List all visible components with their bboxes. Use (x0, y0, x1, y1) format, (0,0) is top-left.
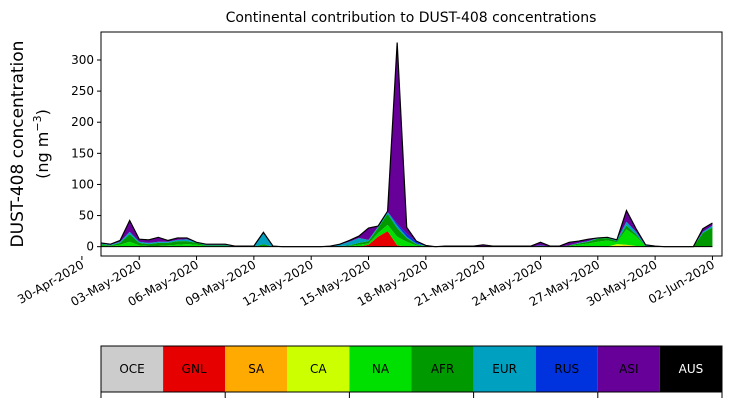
area-afr (101, 213, 713, 247)
y-tick-label: 200 (71, 115, 94, 129)
legend-label-sa: SA (248, 362, 265, 376)
plot-frame (100, 31, 723, 257)
y-tick-label: 100 (71, 177, 94, 191)
legend-swatch-sa (225, 346, 288, 392)
legend-swatch-asi (597, 346, 660, 392)
legend-label-asi: ASI (619, 362, 638, 376)
y-tick-label: 50 (79, 209, 94, 223)
area-na (101, 224, 713, 247)
legend-swatch-rus (535, 346, 598, 392)
legend-swatch-gnl (163, 346, 226, 392)
y-axis-label-unit-exponent: −3 (31, 115, 44, 131)
legend-label-na: NA (372, 362, 390, 376)
chart-title: Continental contribution to DUST-408 con… (226, 10, 597, 26)
y-axis-label-unit-suffix: ) (33, 109, 52, 115)
y-axis-label-line2: (ng m−3) (31, 109, 52, 179)
legend-colorbar: OCE GNL SA CA NA AFR EUR RUS ASI AUS (100, 345, 723, 398)
y-axis-label-line1: DUST-408 concentration (8, 41, 28, 248)
legend-label-gnl: GNL (182, 362, 207, 376)
y-tick-label: 250 (71, 84, 94, 98)
y-tick-label: 0 (86, 240, 94, 254)
y-axis-ticks: 0 50 100 150 200 250 300 (71, 53, 101, 254)
legend-label-ca: CA (310, 362, 327, 376)
total-outline (100, 42, 713, 248)
legend-frame (100, 345, 723, 393)
y-axis-label: DUST-408 concentration (ng m−3) (8, 41, 52, 248)
legend-label-eur: EUR (492, 362, 517, 376)
legend-swatch-afr (411, 346, 474, 392)
stacked-areas (100, 42, 713, 248)
legend-swatch-na (349, 346, 412, 392)
y-tick-label: 150 (71, 146, 94, 160)
legend-label-rus: RUS (554, 362, 579, 376)
legend-label-afr: AFR (431, 362, 454, 376)
y-tick-label: 300 (71, 53, 94, 67)
legend-swatch-aus (659, 346, 722, 392)
legend-swatch-eur (473, 346, 536, 392)
legend-swatch-oce (101, 346, 164, 392)
x-axis-ticks: 30-Apr-202003-May-202006-May-202009-May-… (15, 256, 717, 309)
legend-label-oce: OCE (119, 362, 144, 376)
legend-swatch-ca (287, 346, 350, 392)
y-axis-label-unit-prefix: (ng m (33, 132, 52, 179)
legend-label-aus: AUS (679, 362, 704, 376)
